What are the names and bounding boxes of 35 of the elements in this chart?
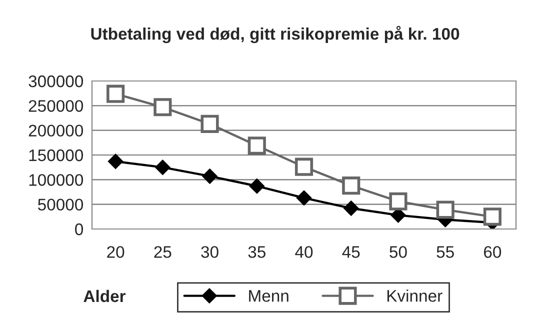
x-tick-label: 35 bbox=[248, 246, 266, 258]
y-tick-label: 300000 bbox=[28, 75, 84, 88]
x-tick-label: 45 bbox=[342, 246, 360, 258]
y-tick-label: 250000 bbox=[28, 100, 84, 112]
point bbox=[249, 178, 264, 194]
point bbox=[483, 208, 502, 226]
point bbox=[389, 192, 408, 210]
y-tick-label: 150000 bbox=[29, 149, 84, 162]
y-tick-label: 200000 bbox=[28, 124, 84, 137]
point bbox=[200, 114, 219, 133]
point bbox=[296, 190, 312, 206]
point bbox=[202, 168, 218, 184]
point bbox=[436, 200, 454, 219]
point bbox=[154, 98, 172, 116]
x-axis-title: Alder bbox=[84, 290, 126, 302]
point bbox=[155, 160, 170, 175]
point bbox=[108, 154, 124, 169]
y-tick-label: 50000 bbox=[38, 198, 84, 211]
x-tick-label: 60 bbox=[484, 246, 502, 258]
point bbox=[342, 176, 360, 195]
legend-label: Menn bbox=[249, 290, 288, 302]
point bbox=[106, 84, 125, 103]
x-tick-label: 30 bbox=[201, 246, 218, 258]
y-tick-label: 0 bbox=[75, 223, 84, 236]
y-tick-label: 100000 bbox=[29, 174, 84, 186]
x-tick-label: 50 bbox=[390, 246, 407, 258]
x-tick-label: 20 bbox=[107, 246, 124, 258]
point bbox=[344, 200, 359, 216]
chart-title: Utbetaling ved død, gitt risikopremie på kr. 100 bbox=[91, 26, 460, 44]
point bbox=[248, 136, 266, 155]
x-tick-label: 55 bbox=[436, 246, 454, 258]
x-tick-label: 40 bbox=[295, 246, 313, 258]
point bbox=[294, 158, 314, 176]
x-tick-label: 25 bbox=[154, 246, 172, 258]
legend-label: Kvinner bbox=[387, 290, 442, 302]
